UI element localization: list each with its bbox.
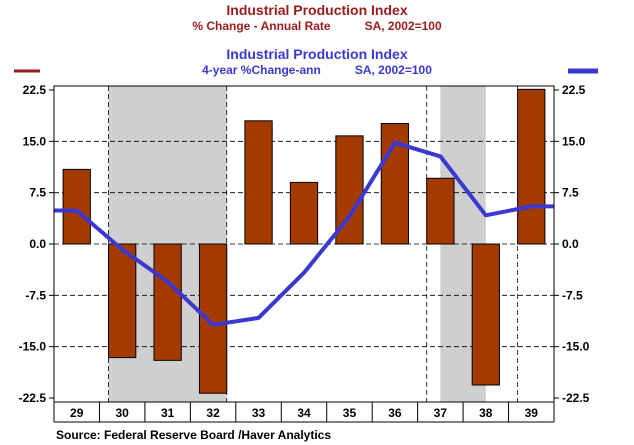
right-tick-label-3: 0.0 — [562, 237, 579, 251]
left-tick-label-5: -15.0 — [19, 340, 47, 354]
x-tick-label-38: 38 — [479, 406, 493, 420]
right-series-title: Industrial Production Index — [226, 46, 408, 62]
left-series-measure: % Change - Annual Rate — [192, 19, 331, 33]
line-series — [54, 140, 554, 327]
left-series-title: Industrial Production Index — [226, 2, 408, 18]
bar-38 — [471, 243, 500, 386]
left-tick-label-3: 0.0 — [29, 237, 46, 251]
bar-31 — [153, 243, 182, 361]
right-tick-label-1: 15.0 — [562, 134, 586, 148]
source-note: Source: Federal Reserve Board /Haver Ana… — [56, 428, 332, 442]
left-series-basis: SA, 2002=100 — [364, 19, 442, 33]
right-series-measure: 4-year %Change-ann — [202, 63, 321, 77]
right-tick-label-5: -15.0 — [562, 340, 590, 354]
bar-32 — [198, 243, 228, 394]
left-tick-label-1: 15.0 — [23, 134, 47, 148]
x-tick-label-33: 33 — [252, 406, 266, 420]
x-tick-label-29: 29 — [70, 406, 84, 420]
bar-30 — [108, 243, 137, 359]
left-series-subtitle: % Change - Annual Rate SA, 2002=100 — [0, 19, 634, 33]
left-tick-label-0: 22.5 — [23, 83, 47, 97]
left-tick-label-4: -7.5 — [25, 288, 46, 302]
right-tick-label-0: 22.5 — [562, 83, 586, 97]
right-tick-label-6: -22.5 — [562, 391, 590, 405]
x-tick-label-32: 32 — [206, 406, 220, 420]
left-tick-label-2: 7.5 — [29, 186, 46, 200]
right-series-basis: SA, 2002=100 — [354, 63, 432, 77]
x-tick-label-34: 34 — [297, 406, 311, 420]
right-tick-label-4: -7.5 — [562, 288, 583, 302]
right-tick-label-2: 7.5 — [562, 186, 579, 200]
bar-39 — [517, 88, 546, 245]
bar-33 — [244, 120, 273, 245]
x-tick-label-37: 37 — [434, 406, 448, 420]
left-tick-label-6: -22.5 — [19, 391, 47, 405]
x-tick-label-35: 35 — [343, 406, 357, 420]
x-tick-label-31: 31 — [161, 406, 175, 420]
x-tick-label-36: 36 — [388, 406, 402, 420]
bar-34 — [289, 181, 319, 245]
right-series-subtitle: 4-year %Change-ann SA, 2002=100 — [0, 63, 634, 77]
x-tick-label-30: 30 — [116, 406, 130, 420]
bar-37 — [426, 177, 455, 245]
bar-29 — [62, 168, 91, 245]
x-tick-label-39: 39 — [525, 406, 539, 420]
